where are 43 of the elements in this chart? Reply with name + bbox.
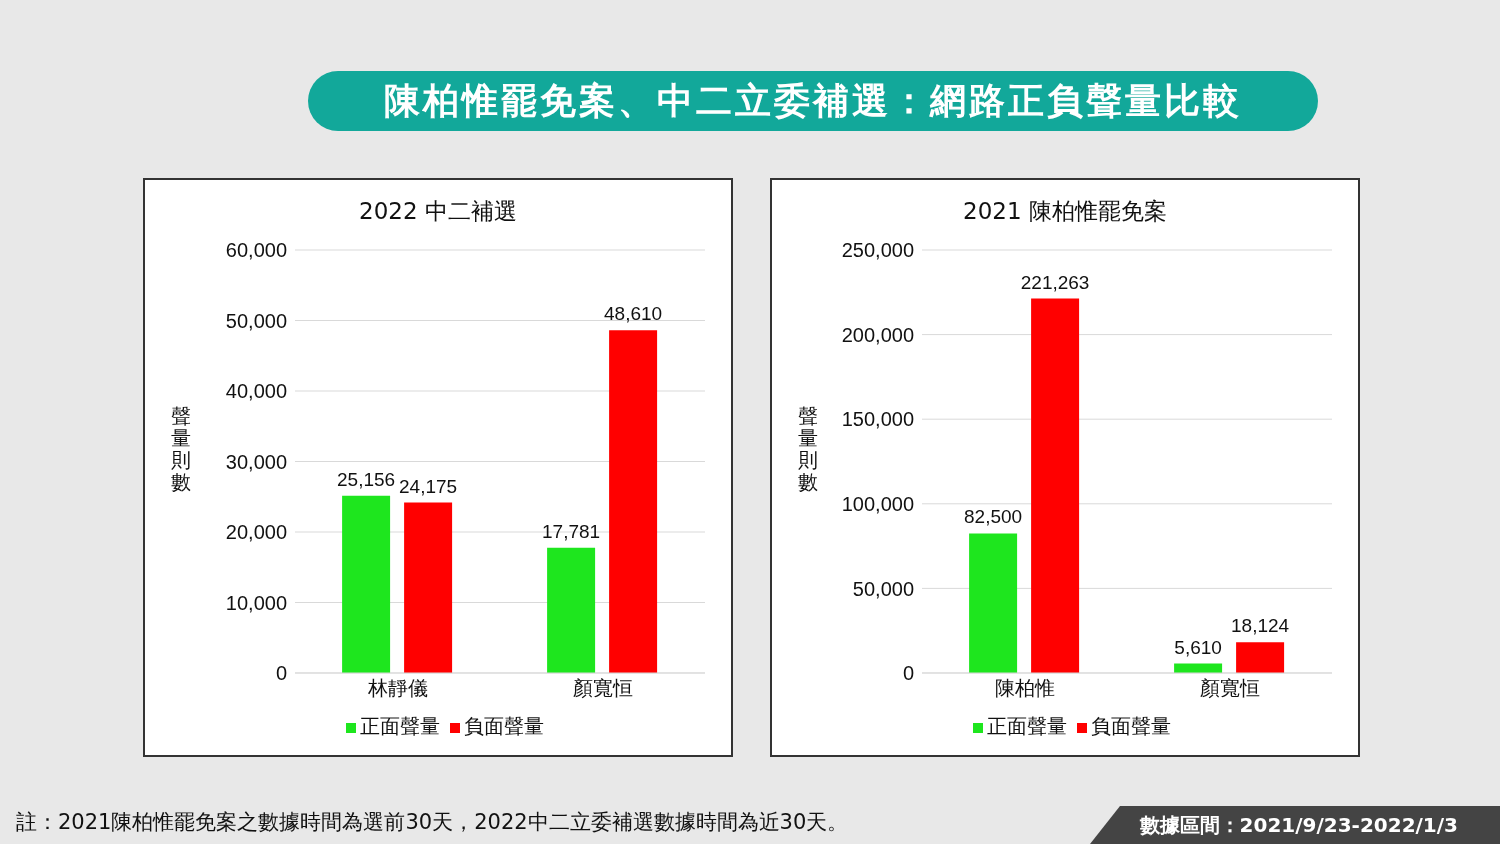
y-tick-label: 20,000 xyxy=(225,521,287,544)
bar xyxy=(1236,642,1285,673)
y-axis-title: 聲量則數 xyxy=(171,404,192,494)
data-label: 221,263 xyxy=(1020,271,1090,293)
text: 數據區間：2021/9/23-2022/1/3 xyxy=(1090,806,1500,844)
y-axis-title: 聲量則數 xyxy=(798,404,819,494)
bar xyxy=(547,547,596,673)
y-tick-label: 30,000 xyxy=(225,450,287,473)
x-tick-label: 林靜儀 xyxy=(366,676,428,701)
y-tick-label: 150,000 xyxy=(841,408,914,431)
legend-label: 正面聲量 xyxy=(360,714,440,738)
y-tick-label: 10,000 xyxy=(225,591,287,614)
y-tick-label: 100,000 xyxy=(841,492,914,515)
y-tick-label: 0 xyxy=(275,662,287,685)
data-label: 5,610 xyxy=(1174,636,1222,658)
y-tick-label: 250,000 xyxy=(841,239,914,262)
legend-label: 負面聲量 xyxy=(1091,714,1171,738)
data-label: 17,781 xyxy=(542,520,601,542)
data-label: 18,124 xyxy=(1231,615,1290,637)
y-tick-label: 50,000 xyxy=(225,309,287,332)
legend-label: 負面聲量 xyxy=(464,714,544,738)
data-label: 25,156 xyxy=(337,468,396,490)
data-label: 24,175 xyxy=(399,475,458,497)
y-tick-label: 40,000 xyxy=(225,380,287,403)
x-tick-label: 顏寬恒 xyxy=(572,676,633,701)
bar xyxy=(609,330,658,673)
text: 註：2021陳柏惟罷免案之數據時間為選前30天，2022中二立委補選數據時間為近30天。 xyxy=(16,809,849,836)
text: 陳柏惟罷免案、中二立委補選：網路正負聲量比較 xyxy=(308,71,1318,131)
y-tick-label: 60,000 xyxy=(225,239,287,262)
chart-title: 2022 中二補選 xyxy=(358,197,518,226)
y-tick-label: 200,000 xyxy=(841,323,914,346)
data-label: 48,610 xyxy=(604,303,663,325)
bar xyxy=(342,495,391,673)
y-tick-label: 0 xyxy=(902,662,914,685)
y-tick-label: 50,000 xyxy=(852,577,914,600)
bar xyxy=(1031,298,1080,673)
legend-label: 正面聲量 xyxy=(987,714,1067,738)
x-tick-label: 陳柏惟 xyxy=(994,676,1055,701)
data-label: 82,500 xyxy=(964,506,1023,528)
bar xyxy=(969,533,1018,673)
x-tick-label: 顏寬恒 xyxy=(1199,676,1260,701)
chart-title: 2021 陳柏惟罷免案 xyxy=(962,197,1168,226)
bar xyxy=(404,502,453,673)
